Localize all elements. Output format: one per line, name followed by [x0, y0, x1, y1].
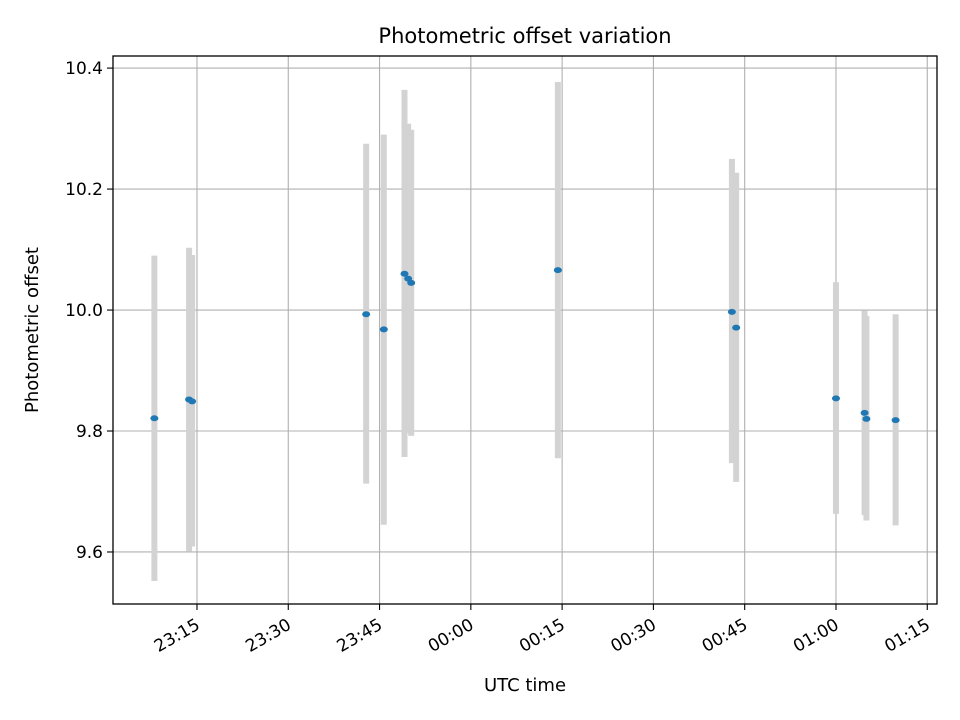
- data-point: [150, 415, 159, 422]
- y-tick-label: 10.0: [65, 301, 103, 321]
- data-point: [891, 417, 900, 424]
- data-point: [553, 267, 562, 274]
- y-axis-title: Photometric offset: [22, 247, 43, 413]
- chart-title: Photometric offset variation: [378, 24, 671, 48]
- data-point: [362, 311, 371, 318]
- y-tick-label: 10.2: [65, 180, 103, 200]
- y-tick-label: 9.8: [76, 422, 103, 442]
- data-point: [379, 326, 388, 333]
- data-point: [188, 398, 197, 405]
- data-point: [400, 270, 409, 277]
- data-points: [150, 267, 900, 424]
- y-tick-label: 9.6: [76, 543, 103, 563]
- data-point: [860, 409, 869, 416]
- data-point: [407, 279, 416, 286]
- grid-lines: [113, 56, 937, 604]
- data-point: [732, 324, 741, 331]
- x-axis-title: UTC time: [484, 675, 566, 696]
- data-point: [727, 308, 736, 315]
- data-point: [862, 415, 871, 422]
- y-axis-ticks: 9.6 9.8 10.0 10.2 10.4: [65, 59, 113, 563]
- data-point: [831, 395, 840, 402]
- y-tick-label: 10.4: [65, 59, 103, 79]
- plot-area-frame: [112, 55, 938, 605]
